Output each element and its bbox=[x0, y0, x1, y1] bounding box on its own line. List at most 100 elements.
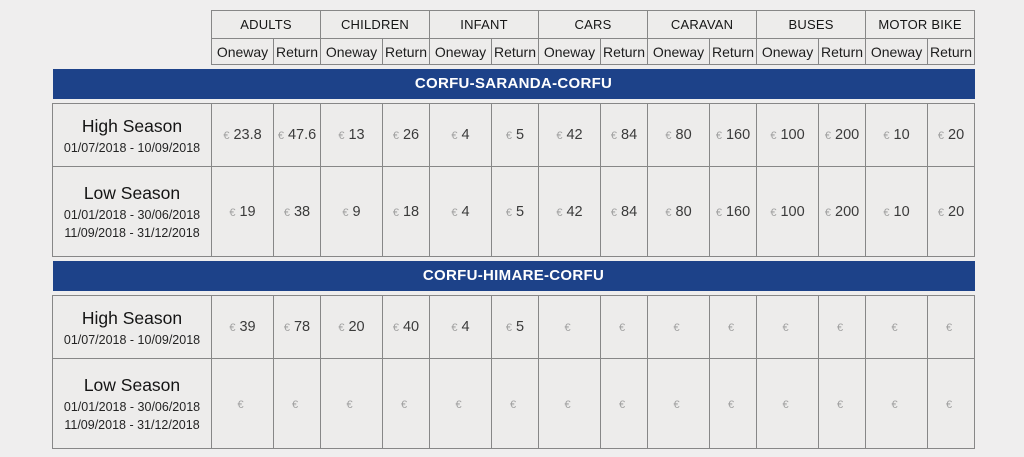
price-cell-buses-return: € bbox=[818, 295, 867, 359]
euro-symbol: € bbox=[891, 398, 898, 411]
subheader-adults-oneway: Oneway bbox=[211, 38, 274, 65]
price-cell-caravan-return: €160 bbox=[709, 166, 758, 257]
price-value: 40 bbox=[402, 319, 420, 335]
route-banner-cell: CORFU-HIMARE-CORFU bbox=[52, 257, 975, 296]
price-cell-infant-oneway: €4 bbox=[429, 295, 492, 359]
euro-symbol: € bbox=[455, 398, 462, 411]
subheader-buses-return: Return bbox=[818, 38, 867, 65]
season-label-cell: Low Season 01/01/2018 - 30/06/2018 11/09/2… bbox=[52, 166, 212, 257]
subheader-motor-bike-return: Return bbox=[927, 38, 976, 65]
subheader-children-return: Return bbox=[382, 38, 430, 65]
euro-symbol: € bbox=[451, 206, 458, 219]
euro-symbol: € bbox=[891, 322, 898, 334]
euro-symbol: € bbox=[727, 398, 735, 411]
price-value: 5 bbox=[516, 319, 525, 335]
price-value: 4 bbox=[461, 203, 470, 220]
price-value: 9 bbox=[352, 203, 361, 220]
pricing-table: ADULTS CHILDREN INFANT CARS CARAVAN BUSES MOTO… bbox=[52, 10, 976, 449]
season-label-cell: High Season 01/07/2018 - 10/09/2018 bbox=[52, 295, 212, 359]
price-cell-motor-bike-return: € bbox=[927, 358, 976, 449]
price-cell-children-oneway: €20 bbox=[320, 295, 383, 359]
euro-symbol: € bbox=[283, 322, 290, 334]
euro-symbol: € bbox=[824, 130, 831, 142]
season-date-range: 11/09/2018 - 31/12/2018 bbox=[64, 226, 200, 240]
subheader-children-oneway: Oneway bbox=[320, 38, 383, 65]
route-banner-row-corfu-saranda-corfu: CORFU-SARANDA-CORFU bbox=[52, 65, 975, 104]
euro-symbol: € bbox=[824, 206, 831, 219]
subheader-cars-return: Return bbox=[599, 38, 649, 65]
price-value: 47.6 bbox=[287, 127, 317, 143]
price-value: 200 bbox=[835, 203, 860, 220]
price-value: 78 bbox=[293, 319, 311, 335]
price-value: 20 bbox=[948, 127, 965, 143]
subheader-motor-bike-oneway: Oneway bbox=[865, 38, 929, 65]
price-cell-caravan-oneway: €80 bbox=[647, 166, 711, 257]
price-cell-caravan-oneway: € bbox=[647, 295, 711, 359]
price-cell-caravan-return: € bbox=[709, 295, 758, 359]
price-cell-adults-oneway: €39 bbox=[211, 295, 274, 359]
season-label-cell: Low Season 01/01/2018 - 30/06/2018 11/09/2… bbox=[52, 358, 212, 449]
subheader-caravan-return: Return bbox=[709, 38, 758, 65]
price-value: 160 bbox=[725, 127, 751, 143]
column-header-caravan: CARAVAN bbox=[647, 10, 758, 39]
column-header-adults: ADULTS bbox=[211, 10, 321, 39]
euro-symbol: € bbox=[392, 130, 399, 142]
euro-symbol: € bbox=[283, 206, 290, 219]
price-cell-infant-oneway: €4 bbox=[429, 166, 492, 257]
price-cell-cars-oneway: €42 bbox=[538, 103, 601, 167]
euro-symbol: € bbox=[277, 130, 284, 142]
season-date-range: 01/01/2018 - 30/06/2018 bbox=[63, 400, 201, 414]
euro-symbol: € bbox=[883, 206, 890, 219]
euro-symbol: € bbox=[727, 322, 735, 334]
subheader-row: Oneway Return Oneway Return Oneway Return Onew… bbox=[53, 38, 976, 65]
price-cell-children-return: €26 bbox=[382, 103, 430, 167]
euro-symbol: € bbox=[342, 206, 349, 219]
price-cell-motor-bike-return: € bbox=[927, 295, 976, 359]
subheader-adults-return: Return bbox=[273, 38, 321, 65]
season-date-range: 01/01/2018 - 30/06/2018 bbox=[63, 208, 201, 222]
euro-symbol: € bbox=[665, 130, 672, 142]
column-header-motor-bike: MOTOR BIKE bbox=[865, 10, 976, 39]
price-cell-infant-oneway: €4 bbox=[429, 103, 492, 167]
euro-symbol: € bbox=[556, 206, 563, 219]
euro-symbol: € bbox=[451, 322, 458, 334]
price-cell-adults-oneway: €19 bbox=[211, 166, 274, 257]
price-value: 4 bbox=[461, 127, 470, 143]
price-cell-children-return: €18 bbox=[382, 166, 430, 257]
price-value: 39 bbox=[239, 319, 256, 335]
euro-symbol: € bbox=[346, 398, 353, 411]
price-value: 18 bbox=[402, 203, 420, 220]
euro-symbol: € bbox=[770, 130, 777, 142]
euro-symbol: € bbox=[883, 130, 890, 142]
price-cell-motor-bike-oneway: € bbox=[865, 295, 929, 359]
price-cell-children-oneway: € bbox=[320, 358, 383, 449]
corner-spacer bbox=[53, 11, 212, 39]
price-cell-children-return: €40 bbox=[382, 295, 430, 359]
column-header-cars: CARS bbox=[537, 10, 649, 39]
price-cell-caravan-oneway: €80 bbox=[647, 103, 711, 167]
price-value: 5 bbox=[516, 127, 525, 143]
price-cell-cars-return: €84 bbox=[599, 103, 649, 167]
season-title: High Season bbox=[81, 115, 183, 136]
season-date-range: 11/09/2018 - 31/12/2018 bbox=[64, 418, 200, 432]
price-cell-cars-return: € bbox=[599, 295, 649, 359]
price-value: 160 bbox=[725, 203, 751, 220]
price-value: 5 bbox=[516, 203, 525, 220]
price-cell-cars-oneway: € bbox=[538, 358, 601, 449]
price-cell-caravan-oneway: € bbox=[647, 358, 711, 449]
price-cell-cars-return: €84 bbox=[599, 166, 649, 257]
route-banner-title: CORFU-HIMARE-CORFU bbox=[52, 261, 975, 291]
price-cell-infant-return: € bbox=[491, 358, 539, 449]
price-value: 20 bbox=[948, 203, 965, 220]
price-cell-buses-return: €200 bbox=[818, 166, 867, 257]
price-cell-caravan-return: € bbox=[709, 358, 758, 449]
euro-symbol: € bbox=[782, 322, 789, 334]
price-cell-caravan-return: €160 bbox=[709, 103, 758, 167]
price-value: 26 bbox=[402, 127, 420, 143]
price-value: 10 bbox=[893, 203, 910, 220]
route-banner-cell: CORFU-SARANDA-CORFU bbox=[52, 65, 975, 104]
price-value: 20 bbox=[348, 319, 365, 335]
euro-symbol: € bbox=[564, 398, 571, 411]
corner-spacer bbox=[53, 39, 212, 65]
